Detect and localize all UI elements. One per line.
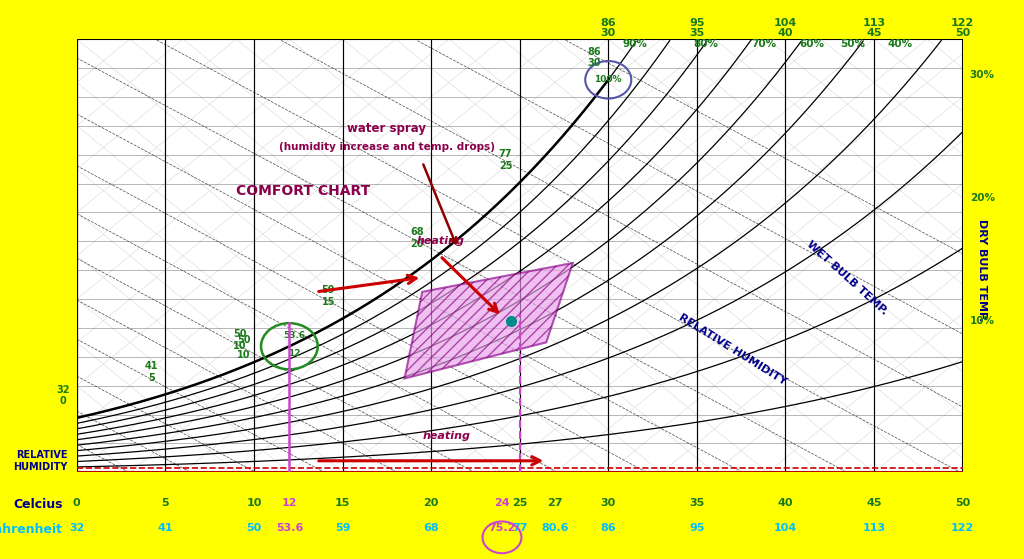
Text: 122: 122 xyxy=(951,523,974,533)
Text: 50: 50 xyxy=(237,335,251,345)
Text: heating: heating xyxy=(417,236,465,247)
Text: 10: 10 xyxy=(233,340,247,350)
Text: 35: 35 xyxy=(689,499,705,508)
Text: 10%: 10% xyxy=(970,316,994,326)
Text: 40: 40 xyxy=(777,28,794,37)
Text: 95: 95 xyxy=(689,17,705,27)
Text: 24: 24 xyxy=(495,499,510,508)
Text: COMFORT CHART: COMFORT CHART xyxy=(237,184,371,198)
Text: 59: 59 xyxy=(335,523,350,533)
Text: 50%: 50% xyxy=(841,39,865,49)
Text: 77: 77 xyxy=(499,149,512,159)
Text: 45: 45 xyxy=(866,499,882,508)
Text: 80%: 80% xyxy=(693,39,718,49)
Text: 25: 25 xyxy=(512,499,527,508)
Text: 50: 50 xyxy=(955,28,970,37)
Text: 45: 45 xyxy=(866,28,882,37)
Text: 104: 104 xyxy=(774,17,797,27)
Text: 15: 15 xyxy=(322,297,335,307)
Text: 41: 41 xyxy=(144,361,158,371)
Text: 12: 12 xyxy=(282,499,297,508)
Text: 122: 122 xyxy=(951,17,974,27)
Text: 113: 113 xyxy=(862,17,886,27)
Text: 77: 77 xyxy=(512,523,527,533)
Text: 50: 50 xyxy=(955,499,970,508)
Text: 53.6: 53.6 xyxy=(275,523,303,533)
Text: RELATIVE
HUMIDITY: RELATIVE HUMIDITY xyxy=(13,450,68,472)
Text: 90%: 90% xyxy=(623,39,647,49)
Text: 25: 25 xyxy=(499,161,512,171)
Text: 68: 68 xyxy=(423,523,439,533)
Text: 0: 0 xyxy=(59,396,66,406)
Text: 68: 68 xyxy=(411,227,424,237)
Text: 50: 50 xyxy=(247,523,261,533)
Text: 60%: 60% xyxy=(800,39,824,49)
Text: 104: 104 xyxy=(774,523,797,533)
Text: 20%: 20% xyxy=(970,193,994,203)
Text: 95: 95 xyxy=(689,523,705,533)
Text: 30%: 30% xyxy=(970,70,994,80)
Text: 35: 35 xyxy=(689,28,705,37)
Text: RELATIVE HUMIDITY: RELATIVE HUMIDITY xyxy=(677,312,787,387)
Text: 27: 27 xyxy=(548,499,563,508)
Polygon shape xyxy=(404,263,572,378)
Text: 30: 30 xyxy=(601,499,615,508)
Text: 5: 5 xyxy=(162,499,169,508)
Text: 12: 12 xyxy=(289,349,301,358)
Text: 86: 86 xyxy=(600,17,616,27)
Text: Celcius: Celcius xyxy=(13,499,62,511)
Text: 30: 30 xyxy=(601,28,615,37)
Text: 75.2: 75.2 xyxy=(488,523,516,533)
Text: 40%: 40% xyxy=(888,39,913,49)
Text: 30: 30 xyxy=(588,58,601,68)
Text: 86: 86 xyxy=(600,523,616,533)
Text: 0: 0 xyxy=(73,499,81,508)
Text: 50: 50 xyxy=(233,329,247,339)
Text: 5: 5 xyxy=(147,373,155,383)
Text: Fahrenheit: Fahrenheit xyxy=(0,523,62,536)
Text: 80.6: 80.6 xyxy=(542,523,569,533)
Text: 20: 20 xyxy=(423,499,439,508)
Text: 100%: 100% xyxy=(595,75,622,84)
Text: 41: 41 xyxy=(158,523,173,533)
Text: 40: 40 xyxy=(777,499,794,508)
Text: 15: 15 xyxy=(335,499,350,508)
Text: 113: 113 xyxy=(862,523,886,533)
Text: 32: 32 xyxy=(56,385,70,395)
Text: 70%: 70% xyxy=(752,39,777,49)
Text: 59: 59 xyxy=(322,286,335,296)
Text: 86: 86 xyxy=(588,46,601,56)
Text: DRY BULB TEMP.: DRY BULB TEMP. xyxy=(977,219,987,321)
Text: water spray: water spray xyxy=(347,122,426,135)
Text: (humidity increase and temp. drops): (humidity increase and temp. drops) xyxy=(279,143,495,153)
Text: 10: 10 xyxy=(237,350,251,360)
Text: 32: 32 xyxy=(69,523,85,533)
Text: 20: 20 xyxy=(411,239,424,249)
Text: 53.6: 53.6 xyxy=(284,331,306,340)
Text: heating: heating xyxy=(422,431,470,441)
Text: 10: 10 xyxy=(246,499,262,508)
Text: WET BULB TEMP.: WET BULB TEMP. xyxy=(805,239,890,316)
